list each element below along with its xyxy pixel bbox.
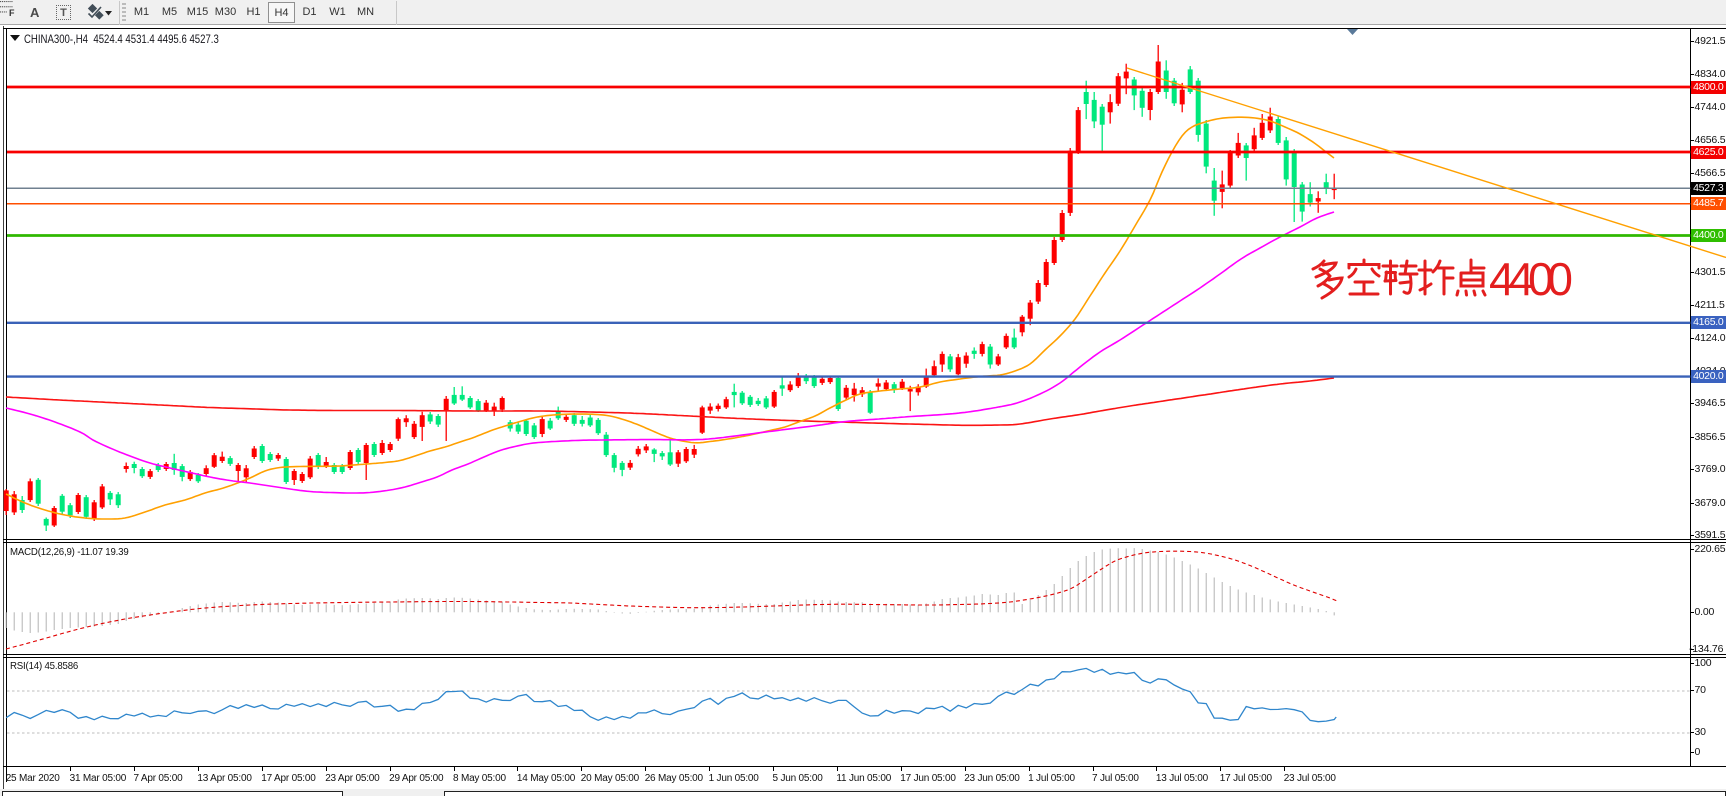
svg-text:4400: 4400 (1489, 253, 1573, 305)
svg-text:F: F (9, 8, 15, 17)
